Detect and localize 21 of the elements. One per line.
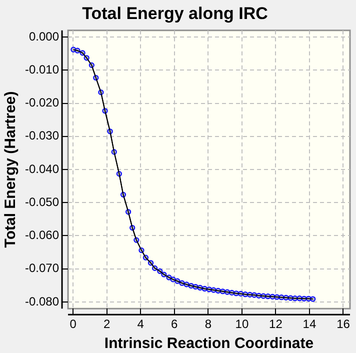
y-tick-label: -0.040 [24,162,60,176]
x-tick-label: 14 [302,317,316,332]
y-tick-label: -0.080 [24,294,60,308]
y-tick-label: -0.060 [24,228,60,242]
x-tick-label: 8 [204,317,212,332]
x-tick-label: 0 [70,317,77,332]
x-tick-label: 10 [235,317,249,332]
x-tick-label: 2 [104,317,111,332]
y-tick-label: 0.000 [28,29,60,44]
chart-title: Total Energy along IRC [82,4,268,23]
y-tick-label: -0.050 [24,194,60,209]
y-axis-title: Total Energy (Hartree) [2,91,20,248]
y-tick-label: -0.070 [24,261,60,276]
x-tick-label: 6 [171,317,178,332]
x-axis-title: Intrinsic Reaction Coordinate [104,335,314,352]
y-tick-label: -0.010 [24,62,60,76]
x-tick-label: 16 [336,317,350,332]
x-tick-label: 12 [269,317,283,332]
x-tick-label: 4 [137,317,144,332]
y-tick-label: -0.020 [24,96,60,110]
y-tick-label: -0.030 [24,128,60,143]
